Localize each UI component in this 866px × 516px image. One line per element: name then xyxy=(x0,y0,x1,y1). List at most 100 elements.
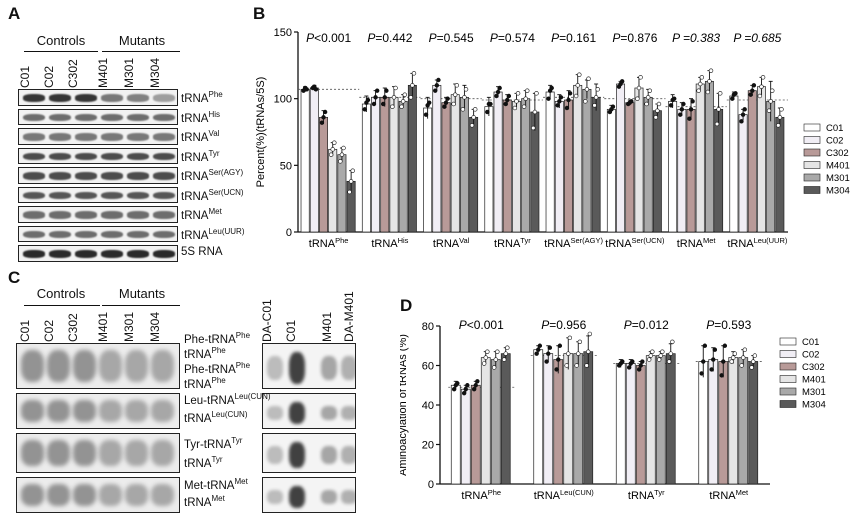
data-point xyxy=(410,83,415,88)
data-point xyxy=(586,349,591,354)
blot-band xyxy=(73,400,96,422)
blot-c-label: Met-tRNAMet xyxy=(184,477,248,492)
data-point xyxy=(660,349,665,354)
blot-c-label: Phe-tRNAPhe xyxy=(184,361,250,376)
bar-m301 xyxy=(643,96,653,233)
data-point xyxy=(610,104,616,109)
p-value-num: =0.383 xyxy=(683,31,720,45)
p-value: P =0.685 xyxy=(733,31,781,45)
category-sup: Met xyxy=(703,236,716,245)
blot-band xyxy=(73,440,96,466)
bar-m401 xyxy=(634,87,644,233)
y-axis-label: Aminoacylation of tRNAs (%) xyxy=(400,334,409,476)
blot-a-row xyxy=(18,225,178,242)
p-value-p: P xyxy=(541,318,549,332)
data-point xyxy=(455,381,460,386)
data-point xyxy=(716,107,721,112)
bar-c302 xyxy=(502,99,512,233)
data-point xyxy=(707,79,712,84)
bar-m304 xyxy=(748,361,759,485)
data-point xyxy=(341,145,346,151)
panel-label-c: C xyxy=(8,268,21,287)
data-point xyxy=(505,345,510,350)
blot-a-label-base: tRNA xyxy=(181,190,209,203)
blot-a-label: tRNASer(UCN) xyxy=(181,188,244,203)
p-value-p: P xyxy=(459,318,467,332)
blot-band xyxy=(127,230,149,238)
panel-label-b: B xyxy=(253,4,266,23)
legend-label: M301 xyxy=(826,173,850,184)
blot-band xyxy=(267,406,283,420)
bar-m301 xyxy=(337,154,347,233)
blot-a-row xyxy=(18,206,178,223)
bar-m304 xyxy=(469,116,479,233)
blot-band xyxy=(267,490,283,504)
blot-band xyxy=(151,400,174,422)
blot-band xyxy=(99,350,122,382)
data-point xyxy=(512,105,518,111)
blot-a-row xyxy=(18,147,178,164)
data-point xyxy=(453,92,458,97)
data-point xyxy=(721,359,726,364)
bar-m401 xyxy=(328,148,338,233)
legend-label: M401 xyxy=(826,161,850,172)
bar-c01 xyxy=(423,107,433,233)
data-point xyxy=(650,349,655,354)
blot-c-label-sup: Tyr xyxy=(211,455,223,464)
data-point xyxy=(546,351,551,356)
blot-a-label: tRNAHis xyxy=(181,110,220,125)
data-point xyxy=(399,104,404,109)
blot-band xyxy=(75,230,97,238)
blot-c-row xyxy=(16,477,180,513)
data-point xyxy=(557,99,562,104)
data-point xyxy=(463,386,468,392)
category-base: tRNA xyxy=(677,238,704,250)
data-point xyxy=(729,359,734,364)
legend-label: C01 xyxy=(826,123,843,134)
bar-m304 xyxy=(652,110,662,233)
p-value: P=0.593 xyxy=(706,318,751,332)
data-point xyxy=(629,99,634,104)
data-point xyxy=(757,93,763,99)
category-label: tRNAVal xyxy=(433,236,470,250)
blot-band xyxy=(101,133,123,141)
category-base: tRNA xyxy=(461,490,488,502)
blot-band xyxy=(75,113,97,121)
data-point xyxy=(678,112,683,117)
blot-a-row xyxy=(18,128,178,145)
y-tick-label: 60 xyxy=(422,361,434,373)
legend-swatch-m304 xyxy=(779,400,797,408)
blot-a-label: tRNASer(AGY) xyxy=(181,168,243,183)
blot-a-label-sup: His xyxy=(208,109,221,119)
data-point xyxy=(350,168,355,173)
blot-band xyxy=(321,356,337,380)
data-point xyxy=(442,104,447,109)
data-point xyxy=(626,365,632,370)
data-point xyxy=(523,96,528,101)
legend-swatch-m401 xyxy=(803,161,821,169)
controls-label-c: Controls xyxy=(36,286,86,301)
blot-band xyxy=(47,440,70,466)
data-point xyxy=(547,345,553,350)
chart-d: Aminoacylation of tRNAs (%) 0 20 40 60 80 tRNA… xyxy=(400,318,826,502)
blot-band xyxy=(153,94,175,102)
data-point xyxy=(731,355,736,360)
category-label: tRNAPhe xyxy=(309,236,349,250)
category-label: tRNALeu(CUN) xyxy=(534,488,595,502)
category-sup: Leu(UUR) xyxy=(754,236,788,245)
blot-band xyxy=(101,152,123,160)
data-point xyxy=(483,355,488,360)
data-point xyxy=(408,95,413,100)
bar-c02 xyxy=(554,100,564,233)
data-point xyxy=(546,96,551,101)
blot-band xyxy=(49,152,71,160)
data-point xyxy=(322,109,328,115)
blot-band xyxy=(99,440,122,466)
blot-band xyxy=(47,350,70,382)
lane-c-m301: M301 xyxy=(122,311,136,342)
category-sup: Ser(UCN) xyxy=(632,236,665,245)
data-point xyxy=(400,99,406,104)
data-point xyxy=(534,91,539,96)
category-base: tRNA xyxy=(371,238,398,250)
p-value: P=0.442 xyxy=(367,31,412,45)
